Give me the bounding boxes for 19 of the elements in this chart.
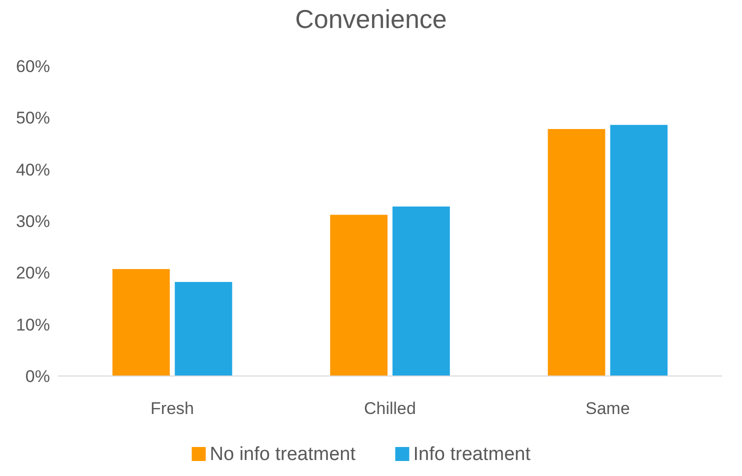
y-tick-label: 30% [16,212,50,231]
bar [392,206,450,376]
bar [174,282,232,376]
bar [548,129,606,376]
y-tick-label: 10% [16,315,50,334]
y-tick-label: 40% [16,160,50,180]
legend-label: Info treatment [413,444,532,465]
x-tick-label: Chilled [364,399,416,418]
y-tick-label: 0% [25,366,50,386]
bar [610,124,668,376]
x-tick-label: Same [585,399,630,418]
x-tick-label: Fresh [150,399,194,418]
bar [330,214,388,376]
bar [112,269,170,376]
chart-title: Convenience [295,4,447,34]
y-tick-label: 60% [16,56,50,76]
y-tick-label: 50% [16,108,50,128]
y-tick-label: 20% [16,264,50,283]
legend-label: No info treatment [210,444,356,465]
